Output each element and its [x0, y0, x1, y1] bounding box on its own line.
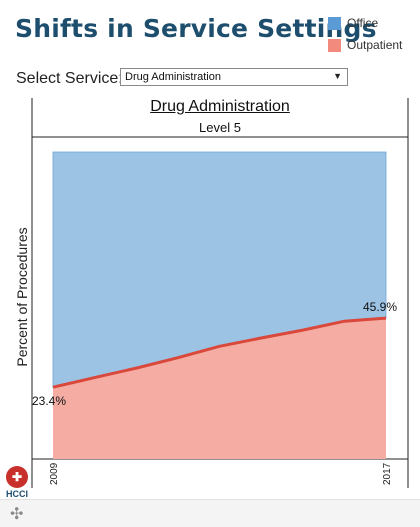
chart-lines: [52, 316, 387, 389]
chart-areas: [52, 151, 387, 459]
chart-labels: 23.4% 45.9% 2009 2017: [32, 300, 397, 485]
footer-bar: ✣: [0, 499, 420, 527]
data-label-2017: 45.9%: [363, 300, 397, 314]
outpatient-trend-line: [52, 316, 387, 389]
hcci-logo-icon: ✚: [6, 466, 28, 488]
legend-swatch-outpatient: [328, 38, 341, 52]
area-outpatient: [53, 318, 386, 459]
area-chart: 23.4% 45.9% 2009 2017: [31, 98, 409, 488]
legend-item-outpatient[interactable]: Outpatient: [328, 35, 402, 55]
legend-swatch-office: [328, 16, 341, 30]
data-label-2009: 23.4%: [32, 394, 66, 408]
legend-item-office[interactable]: Office: [328, 13, 402, 33]
hcci-logo[interactable]: ✚ HCCI: [4, 466, 30, 499]
service-select-value: Drug Administration: [125, 71, 221, 83]
chart-subtitle: Level 5: [199, 120, 241, 135]
x-tick-label-2017: 2017: [382, 462, 393, 485]
legend-label-office: Office: [347, 16, 379, 30]
dropdown-arrow-icon[interactable]: ▼: [333, 71, 342, 81]
hcci-logo-text: HCCI: [6, 489, 28, 499]
legend-label-outpatient: Outpatient: [347, 38, 403, 52]
chart-title: Drug Administration: [150, 98, 290, 115]
service-select[interactable]: Drug Administration ▼: [120, 68, 348, 86]
x-tick-label-2009: 2009: [49, 462, 60, 485]
tableau-icon[interactable]: ✣: [10, 506, 24, 523]
page-title: Shifts in Service Settings: [15, 14, 377, 43]
select-service-label: Select Service:: [16, 70, 123, 87]
legend: Office Outpatient: [328, 13, 402, 57]
